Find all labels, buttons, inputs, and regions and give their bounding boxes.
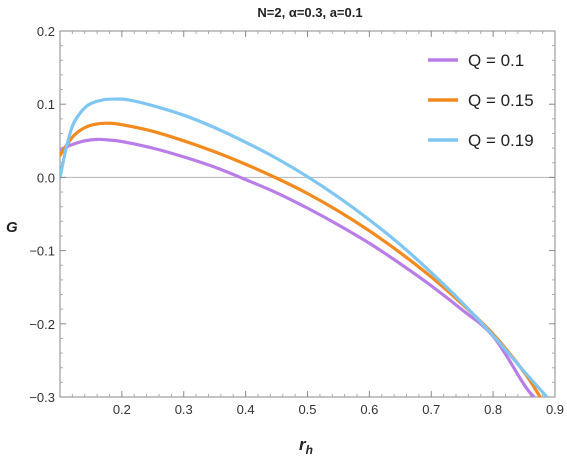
x-axis-label-main: r bbox=[299, 435, 307, 454]
series-lines bbox=[60, 97, 549, 397]
y-tick-label: −0.3 bbox=[29, 390, 55, 405]
y-tick-label: −0.1 bbox=[29, 244, 55, 259]
plot-frame bbox=[59, 30, 556, 398]
x-tick-label: 0.2 bbox=[113, 402, 131, 417]
y-tick-label: 0.1 bbox=[37, 97, 55, 112]
y-axis-label: G bbox=[6, 219, 18, 236]
x-axis-label-subscript: h bbox=[306, 443, 313, 457]
x-tick-label: 0.3 bbox=[175, 402, 193, 417]
x-tick-label: 0.8 bbox=[484, 402, 502, 417]
x-axis: 0.2 0.3 0.4 0.5 0.6 0.7 0.8 0.9 bbox=[71, 31, 564, 417]
legend-label-3: Q = 0.19 bbox=[468, 131, 534, 150]
x-tick-label: 0.4 bbox=[237, 402, 255, 417]
x-tick-label: 0.6 bbox=[360, 402, 378, 417]
x-tick-label: 0.5 bbox=[298, 402, 316, 417]
x-tick-label: 0.7 bbox=[422, 402, 440, 417]
x-axis-label: rh bbox=[299, 435, 313, 457]
legend-label-1: Q = 0.1 bbox=[468, 51, 524, 70]
series-line-1 bbox=[60, 137, 536, 397]
y-axis: 0.2 0.1 0.0 −0.1 −0.2 −0.3 bbox=[29, 24, 555, 405]
series-line-2 bbox=[60, 121, 542, 397]
series-line-3 bbox=[60, 97, 549, 397]
y-tick-label: 0.2 bbox=[37, 24, 55, 39]
chart-title: N=2, α=0.3, a=0.1 bbox=[257, 5, 362, 20]
x-tick-label: 0.9 bbox=[546, 402, 564, 417]
y-tick-label: 0.0 bbox=[37, 170, 55, 185]
legend: Q = 0.1 Q = 0.15 Q = 0.19 bbox=[428, 51, 534, 150]
legend-label-2: Q = 0.15 bbox=[468, 91, 534, 110]
plot-area bbox=[59, 30, 556, 398]
y-tick-label: −0.2 bbox=[29, 317, 55, 332]
